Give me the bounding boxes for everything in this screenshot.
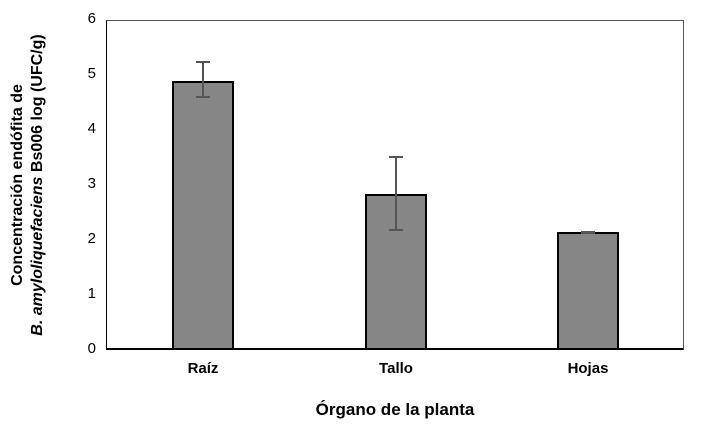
- bar: [557, 232, 619, 350]
- error-bar-cap: [389, 229, 403, 232]
- y-axis-label-line2: B. amyloliquefaciens Bs006 log (UFC/g): [28, 15, 48, 355]
- error-bar-cap: [389, 155, 403, 158]
- y-tick-label: 6: [87, 10, 96, 27]
- y-tick-label: 3: [87, 175, 96, 192]
- x-tick-label: Raíz: [187, 360, 219, 377]
- x-tick-label: Hojas: [567, 360, 609, 377]
- error-bar-cap: [196, 96, 210, 98]
- y-axis-label-line1: Concentración endófita de: [9, 84, 26, 286]
- error-bar-cap: [196, 60, 210, 63]
- error-bar: [202, 61, 204, 97]
- y-axis-units: Bs006 log (UFC/g): [29, 34, 46, 177]
- y-tick-label: 5: [87, 65, 96, 82]
- species-name: B. amyloliquefaciens: [29, 176, 46, 336]
- x-axis-label: Órgano de la planta: [315, 400, 475, 419]
- error-bar-cap: [581, 230, 595, 233]
- error-bar-cap: [581, 231, 595, 234]
- x-tick-label: Tallo: [379, 360, 413, 377]
- y-axis-label: Concentración endófita de B. amyloliquef…: [8, 15, 48, 355]
- y-tick-label: 4: [87, 120, 96, 137]
- y-tick-label: 1: [87, 285, 96, 302]
- error-bar: [395, 156, 397, 231]
- y-tick-label: 0: [87, 340, 96, 357]
- bar: [172, 80, 234, 350]
- y-tick-label: 2: [87, 230, 96, 247]
